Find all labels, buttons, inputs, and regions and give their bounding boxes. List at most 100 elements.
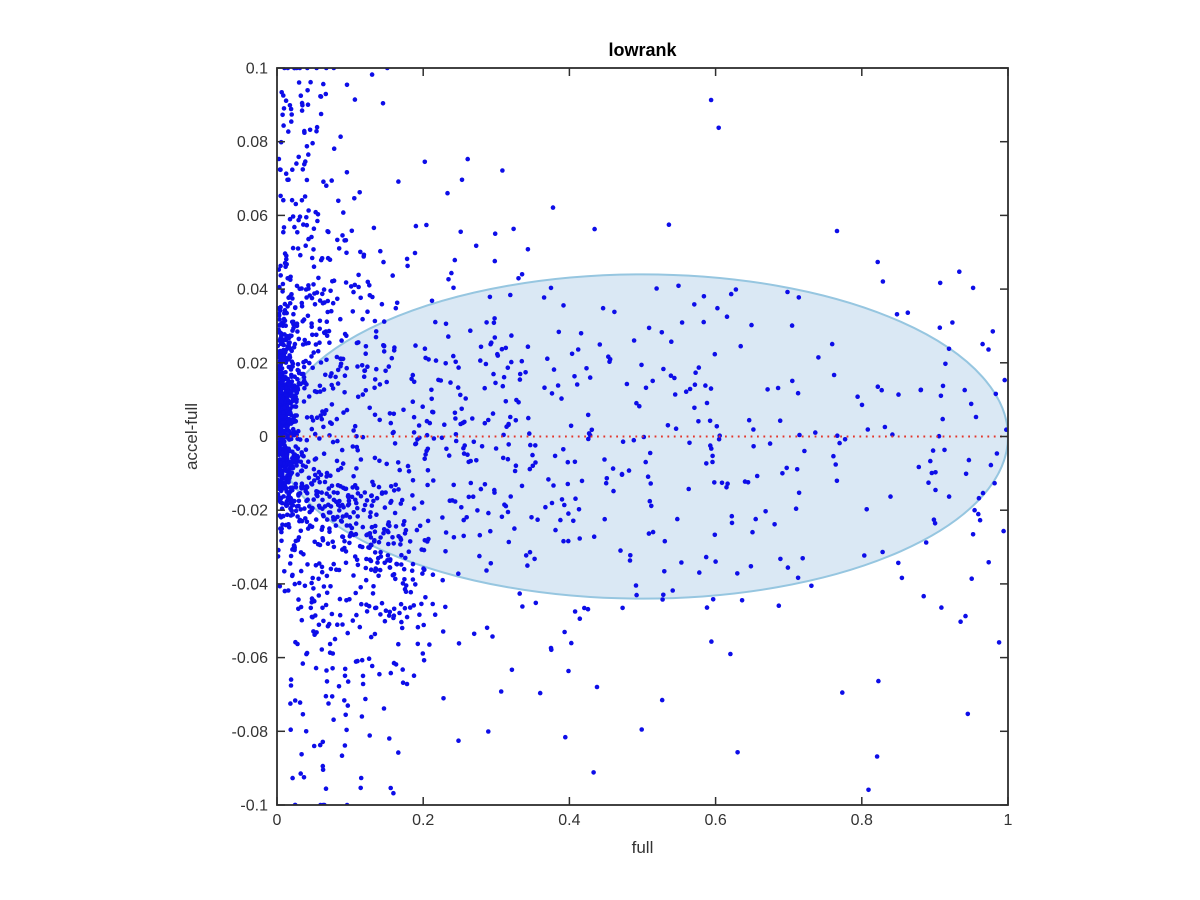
data-point (344, 170, 350, 175)
data-point (543, 504, 548, 510)
data-point (320, 506, 325, 512)
data-point (573, 496, 578, 502)
data-point (387, 609, 393, 615)
data-point (288, 106, 294, 112)
data-point (566, 668, 571, 674)
data-point (339, 753, 345, 758)
data-point (562, 502, 567, 508)
data-point (882, 424, 888, 430)
data-point (606, 354, 611, 360)
data-point (311, 478, 317, 483)
data-point (306, 283, 311, 288)
data-point (401, 566, 407, 572)
data-point (421, 622, 427, 628)
data-point (482, 420, 488, 426)
data-point (300, 661, 306, 666)
data-point (549, 647, 554, 653)
data-point (410, 493, 415, 498)
data-point (577, 616, 583, 621)
data-point (349, 228, 355, 234)
data-point (340, 461, 346, 466)
data-point (297, 517, 303, 523)
data-point (519, 358, 525, 364)
data-point (342, 673, 348, 679)
data-point (301, 453, 306, 459)
data-point (516, 400, 521, 405)
data-point (351, 510, 357, 515)
data-point (459, 177, 465, 183)
data-point (294, 399, 299, 405)
data-point (493, 380, 498, 386)
data-point (501, 374, 507, 380)
data-point (411, 673, 417, 678)
x-tick-label: 0.2 (412, 812, 434, 829)
data-point (665, 423, 671, 428)
data-point (526, 415, 531, 421)
data-point (785, 289, 790, 295)
data-point (309, 580, 314, 586)
data-point (277, 366, 282, 372)
data-point (637, 403, 642, 409)
data-point (282, 301, 288, 307)
data-point (687, 386, 693, 392)
data-point (338, 361, 344, 367)
data-point (353, 590, 359, 596)
data-point (530, 463, 536, 469)
data-point (290, 296, 295, 301)
data-point (402, 605, 408, 611)
data-point (285, 376, 291, 382)
data-point (372, 412, 378, 418)
data-point (661, 592, 666, 598)
data-point (350, 485, 356, 490)
data-point (378, 554, 384, 559)
data-point (532, 556, 537, 562)
data-point (286, 588, 291, 593)
data-point (493, 446, 499, 451)
data-point (388, 484, 394, 489)
data-point (309, 321, 314, 326)
data-point (414, 527, 420, 533)
data-point (360, 544, 365, 550)
data-point (333, 374, 338, 380)
data-point (317, 561, 322, 566)
data-point (406, 469, 412, 474)
data-point (288, 277, 293, 283)
data-point (323, 602, 329, 608)
data-point (686, 486, 691, 492)
data-point (491, 371, 496, 377)
data-point (784, 465, 789, 471)
data-point (380, 101, 386, 106)
data-point (996, 640, 1002, 645)
data-point (354, 466, 359, 471)
data-point (355, 505, 360, 511)
data-point (829, 341, 835, 347)
data-point (400, 680, 406, 685)
data-point (500, 383, 506, 389)
data-point (719, 480, 725, 486)
data-point (290, 465, 296, 471)
data-point (921, 593, 926, 599)
data-point (400, 581, 406, 586)
data-point (329, 694, 335, 699)
data-point (365, 309, 370, 315)
data-point (281, 342, 287, 348)
data-point (338, 134, 343, 139)
data-point (282, 439, 287, 444)
data-point (708, 97, 714, 103)
data-point (575, 347, 581, 352)
data-point (933, 470, 938, 475)
data-point (407, 539, 413, 544)
data-point (387, 411, 393, 416)
data-point (393, 524, 399, 529)
data-point (338, 484, 343, 489)
data-point (367, 532, 372, 537)
data-point (371, 225, 377, 231)
data-point (277, 156, 282, 162)
y-tick-label: 0.06 (237, 208, 268, 225)
data-point (291, 457, 296, 463)
data-point (990, 329, 996, 334)
data-point (279, 529, 284, 535)
data-point (302, 194, 308, 199)
data-point (283, 98, 289, 103)
data-point (368, 510, 373, 515)
